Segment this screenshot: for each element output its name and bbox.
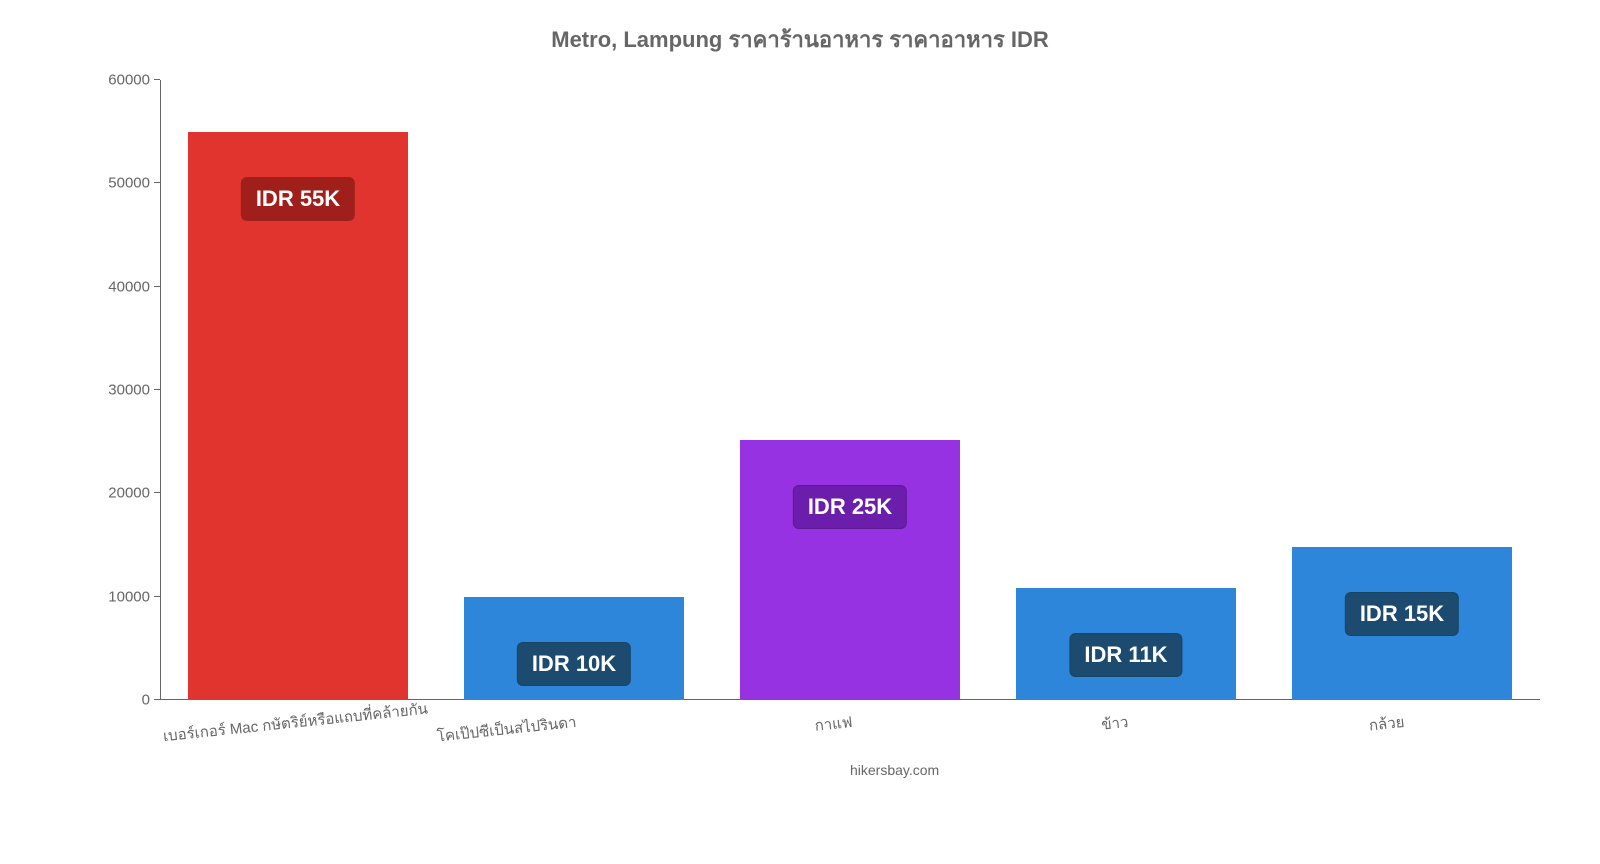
bar-value-badge: IDR 25K [793,485,907,529]
bar-value-badge: IDR 10K [517,642,631,686]
chart-title: Metro, Lampung ราคาร้านอาหาร ราคาอาหาร I… [0,22,1600,57]
y-tick-label: 20000 [108,485,160,502]
y-tick-label: 10000 [108,588,160,605]
y-tick-mark [154,79,160,80]
chart-container: Metro, Lampung ราคาร้านอาหาร ราคาอาหาร I… [0,0,1600,800]
chart-attribution: hikersbay.com [850,762,939,778]
bar [740,440,961,700]
y-tick-mark [154,596,160,597]
y-tick-mark [154,492,160,493]
y-tick-mark [154,286,160,287]
y-tick-mark [154,699,160,700]
y-axis [160,80,161,700]
bar-value-badge: IDR 55K [241,177,355,221]
chart-plot-area: 0100002000030000400005000060000เบอร์เกอร… [160,80,1540,700]
y-tick-mark [154,389,160,390]
y-tick-label: 40000 [108,278,160,295]
y-tick-mark [154,182,160,183]
y-tick-label: 30000 [108,382,160,399]
y-tick-label: 60000 [108,72,160,89]
bar-value-badge: IDR 15K [1345,592,1459,636]
y-tick-label: 0 [142,692,160,709]
y-tick-label: 50000 [108,175,160,192]
bar-value-badge: IDR 11K [1069,633,1182,677]
